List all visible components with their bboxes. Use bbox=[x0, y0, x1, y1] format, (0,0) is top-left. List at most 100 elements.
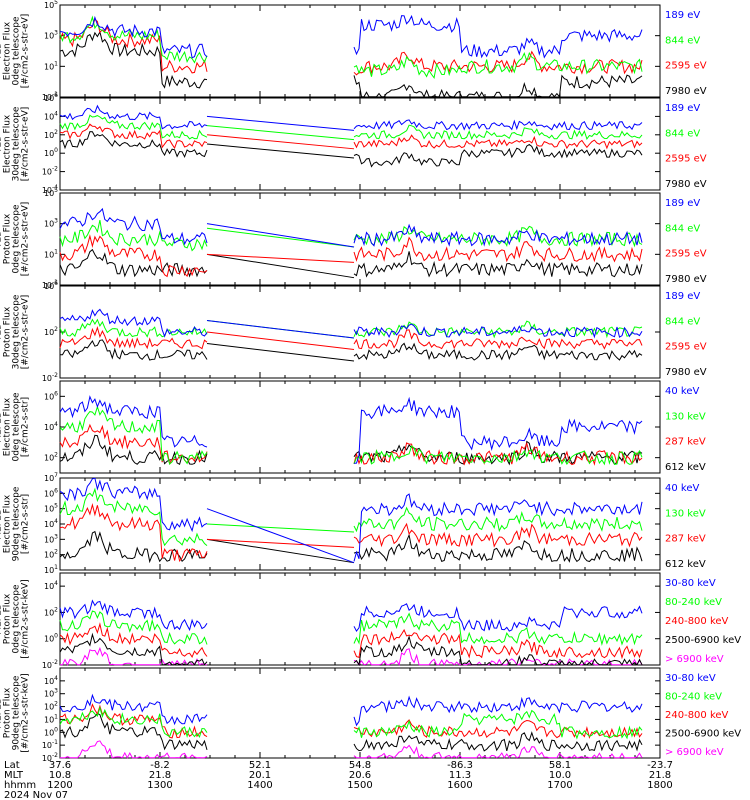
legend-entry: 7980 eV bbox=[665, 179, 707, 190]
series-trace bbox=[60, 209, 642, 246]
legend-entry: 40 keV bbox=[665, 483, 699, 494]
panel-3: TEDProton Flux0deg telescope[#/cm2-s-str… bbox=[0, 187, 707, 290]
footer-tick-hhmm: 1200 bbox=[47, 780, 72, 791]
legend-entry: 844 eV bbox=[665, 35, 700, 46]
gap-line bbox=[207, 224, 354, 247]
y-axis-label: MEPEDElectron Flux0deg telescope[#/cm2-s… bbox=[0, 392, 31, 462]
y-tick-label: 100 bbox=[44, 726, 58, 737]
y-tick-label: 103 bbox=[44, 218, 58, 229]
legend-entry: 612 keV bbox=[665, 462, 706, 473]
legend-entry: 2595 eV bbox=[665, 342, 707, 353]
y-axis-label-line: [#/cm2-s-str] bbox=[21, 494, 31, 554]
y-tick-label: 100 bbox=[44, 633, 58, 644]
y-tick-label: 107 bbox=[44, 472, 58, 483]
legend-entry: 844 eV bbox=[665, 316, 700, 327]
legend-entry: 30-80 keV bbox=[665, 673, 716, 684]
legend-entry: 2500-6900 keV bbox=[665, 635, 741, 646]
gap-line bbox=[207, 228, 354, 247]
y-axis-label-line: [#/cm2-s-str-keV] bbox=[21, 673, 31, 752]
y-tick-label: 10-2 bbox=[42, 166, 58, 177]
legend-entry: 844 eV bbox=[665, 128, 700, 139]
panel-frame bbox=[60, 286, 660, 378]
legend-entry: 189 eV bbox=[665, 103, 700, 114]
y-tick-label: 104 bbox=[44, 580, 58, 591]
gap-line bbox=[207, 126, 354, 140]
y-axis-label: MEPEDElectron Flux90deg telescope[#/cm2-… bbox=[0, 486, 31, 561]
series-trace bbox=[60, 741, 642, 758]
legend-entry: 240-800 keV bbox=[665, 616, 729, 627]
y-tick-label: 10-2 bbox=[42, 372, 58, 383]
panel-5: MEPEDElectron Flux0deg telescope[#/cm2-s… bbox=[0, 381, 706, 473]
gap-line bbox=[207, 524, 354, 532]
gap-line bbox=[207, 116, 354, 130]
series-trace bbox=[60, 532, 642, 562]
y-tick-label: 101 bbox=[44, 248, 58, 259]
y-tick-label: 102 bbox=[44, 606, 58, 617]
legend-entry: 240-800 keV bbox=[665, 710, 729, 721]
y-axis-label: TEDProton Flux30deg telescope[#/cm2-s-st… bbox=[0, 294, 31, 369]
series-trace bbox=[60, 132, 642, 167]
legend-entry: 7980 eV bbox=[665, 274, 707, 285]
footer-tick-hhmm: 1300 bbox=[147, 780, 172, 791]
y-tick-label: 100 bbox=[44, 147, 58, 158]
y-axis-label: MEPEDProton Flux90deg telescope[#/cm2-s-… bbox=[0, 673, 31, 752]
series-trace bbox=[60, 635, 642, 665]
y-tick-label: 105 bbox=[44, 187, 58, 198]
y-tick-label: 101 bbox=[44, 60, 58, 71]
y-axis-label: TEDElectron Flux0deg telescope[#/cm2-s-s… bbox=[0, 14, 31, 89]
gap-line bbox=[207, 254, 354, 277]
y-tick-label: 106 bbox=[44, 487, 58, 498]
legend-entry: 844 eV bbox=[665, 223, 700, 234]
y-axis-label-line: [#/cm2-s-str-eV] bbox=[21, 202, 31, 277]
series-trace bbox=[60, 714, 642, 751]
panel-6: MEPEDElectron Flux90deg telescope[#/cm2-… bbox=[0, 472, 706, 575]
panel-8: MEPEDProton Flux90deg telescope[#/cm2-s-… bbox=[0, 668, 741, 763]
footer-row-label: 2024 Nov 07 bbox=[4, 790, 68, 800]
panel-2: TEDElectron Flux30deg telescope[#/cm2-s-… bbox=[0, 92, 707, 195]
ground-track-chart-stage: TEDElectron Flux0deg telescope[#/cm2-s-s… bbox=[0, 0, 750, 800]
y-tick-label: 104 bbox=[44, 675, 58, 686]
y-tick-label: 10-2 bbox=[42, 659, 58, 670]
legend-entry: 130 keV bbox=[665, 411, 706, 422]
y-tick-label: 102 bbox=[44, 452, 58, 463]
y-tick-label: 104 bbox=[44, 518, 58, 529]
y-axis-label: MEPEDProton Flux0deg telescope[#/cm2-s-s… bbox=[0, 579, 31, 658]
gap-line bbox=[207, 144, 354, 158]
series-trace bbox=[60, 397, 642, 464]
y-tick-label: 102 bbox=[44, 549, 58, 560]
y-tick-label: 101 bbox=[44, 564, 58, 575]
series-trace bbox=[60, 124, 642, 148]
legend-entry: 2595 eV bbox=[665, 154, 707, 165]
y-tick-label: 106 bbox=[44, 390, 58, 401]
y-axis-label-line: [#/cm2-s-str-eV] bbox=[21, 295, 31, 370]
legend-entry: 287 keV bbox=[665, 437, 706, 448]
y-axis-label-line: [#/cm2-s-str-eV] bbox=[21, 107, 31, 182]
y-axis-label-line: [#/cm2-s-str] bbox=[21, 397, 31, 457]
gap-line bbox=[207, 509, 354, 563]
gap-line bbox=[207, 321, 354, 339]
legend-entry: 2595 eV bbox=[665, 249, 707, 260]
series-trace bbox=[60, 695, 642, 725]
y-tick-label: 103 bbox=[44, 688, 58, 699]
legend-entry: 40 keV bbox=[665, 386, 699, 397]
y-axis-label: TEDElectron Flux30deg telescope[#/cm2-s-… bbox=[0, 106, 31, 181]
series-trace bbox=[60, 309, 642, 337]
series-trace bbox=[60, 611, 642, 645]
y-tick-label: 104 bbox=[44, 421, 58, 432]
y-tick-label: 101 bbox=[44, 713, 58, 724]
y-tick-label: 10-1 bbox=[42, 739, 58, 750]
legend-entry: 130 keV bbox=[665, 508, 706, 519]
legend-entry: 80-240 keV bbox=[665, 692, 722, 703]
gap-line bbox=[207, 539, 354, 562]
series-trace bbox=[60, 601, 642, 631]
legend-entry: > 6900 keV bbox=[665, 654, 724, 665]
y-tick-label: 106 bbox=[44, 92, 58, 103]
y-tick-label: 102 bbox=[44, 129, 58, 140]
legend-entry: 7980 eV bbox=[665, 86, 707, 97]
legend-entry: 2595 eV bbox=[665, 61, 707, 72]
y-tick-label: 104 bbox=[44, 110, 58, 121]
series-trace bbox=[60, 250, 642, 277]
legend-entry: > 6900 keV bbox=[665, 747, 724, 758]
legend-entry: 189 eV bbox=[665, 10, 700, 21]
